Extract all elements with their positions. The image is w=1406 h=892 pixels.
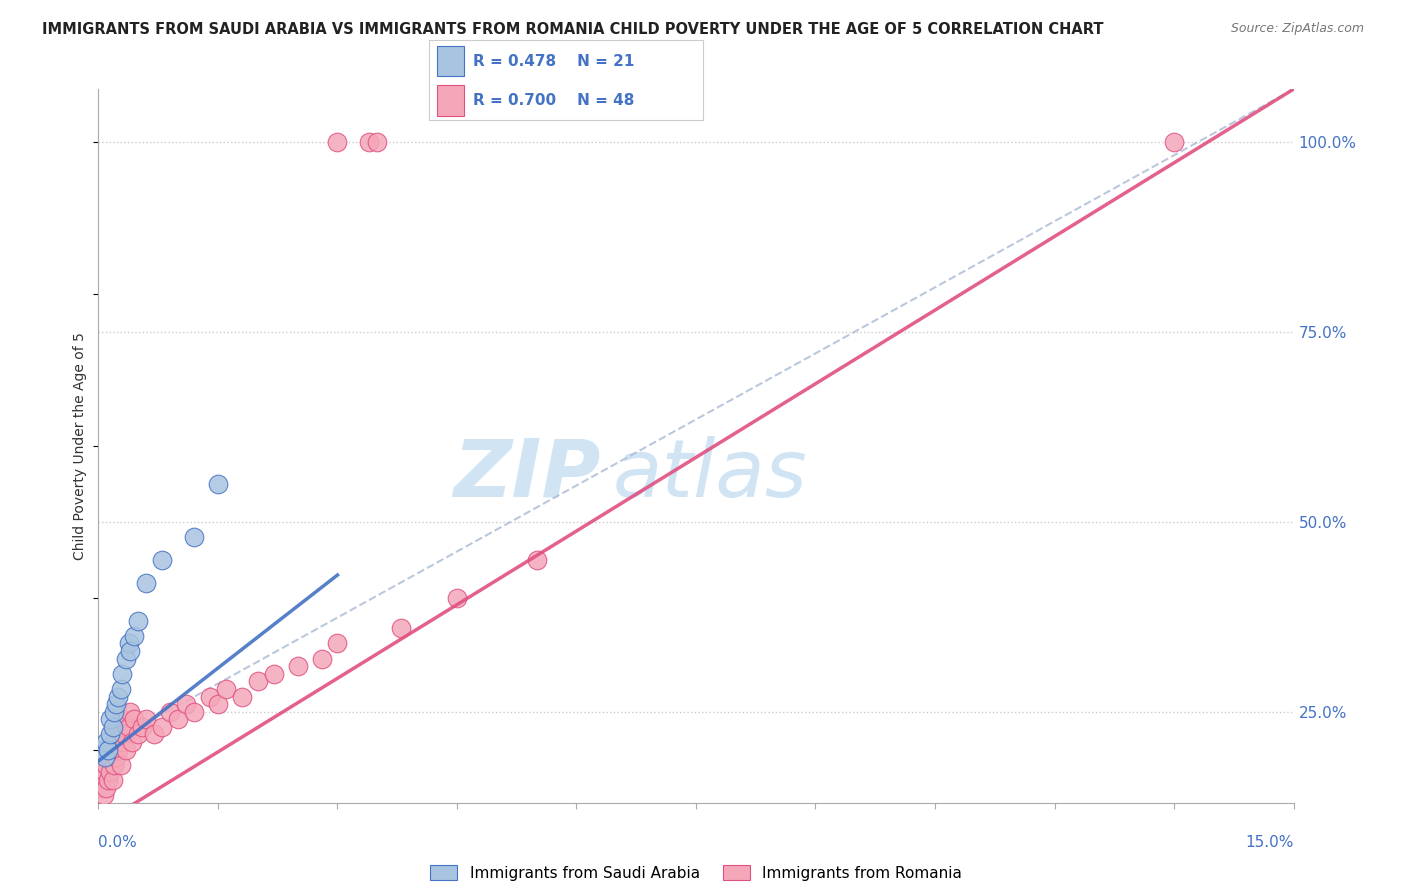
Point bbox=[115, 651, 138, 665]
Point bbox=[98, 727, 122, 741]
Point bbox=[118, 636, 141, 650]
Point bbox=[167, 712, 190, 726]
Point bbox=[96, 735, 118, 749]
Point bbox=[90, 780, 112, 795]
Text: atlas: atlas bbox=[613, 435, 807, 514]
Point bbox=[198, 690, 221, 704]
Point bbox=[124, 629, 146, 643]
Point bbox=[143, 727, 166, 741]
Bar bbox=[437, 85, 464, 116]
Point bbox=[101, 735, 124, 749]
Point bbox=[91, 742, 114, 756]
Point bbox=[174, 697, 197, 711]
Point bbox=[107, 742, 129, 756]
Point bbox=[97, 742, 120, 756]
Point bbox=[135, 575, 157, 590]
Text: R = 0.478    N = 21: R = 0.478 N = 21 bbox=[472, 54, 634, 69]
Point bbox=[103, 757, 125, 772]
Text: Source: ZipAtlas.com: Source: ZipAtlas.com bbox=[1230, 22, 1364, 36]
Point bbox=[183, 705, 205, 719]
Point bbox=[120, 644, 142, 658]
Point bbox=[121, 735, 143, 749]
Point bbox=[359, 136, 381, 150]
Point bbox=[127, 727, 149, 741]
Point bbox=[96, 757, 118, 772]
Point bbox=[118, 720, 141, 734]
Point bbox=[246, 674, 269, 689]
Point bbox=[112, 727, 135, 741]
Text: IMMIGRANTS FROM SAUDI ARABIA VS IMMIGRANTS FROM ROMANIA CHILD POVERTY UNDER THE : IMMIGRANTS FROM SAUDI ARABIA VS IMMIGRAN… bbox=[42, 22, 1104, 37]
Point bbox=[263, 666, 285, 681]
Text: 15.0%: 15.0% bbox=[1246, 836, 1294, 850]
Point bbox=[446, 591, 468, 605]
Text: R = 0.700    N = 48: R = 0.700 N = 48 bbox=[472, 93, 634, 108]
Point bbox=[101, 720, 124, 734]
Point bbox=[1163, 136, 1185, 150]
Point bbox=[103, 727, 125, 741]
Point bbox=[526, 553, 548, 567]
Point bbox=[103, 705, 125, 719]
Legend: Immigrants from Saudi Arabia, Immigrants from Romania: Immigrants from Saudi Arabia, Immigrants… bbox=[430, 865, 962, 880]
Point bbox=[115, 742, 138, 756]
Point bbox=[326, 636, 349, 650]
Point bbox=[94, 765, 117, 780]
Point bbox=[183, 530, 205, 544]
Text: ZIP: ZIP bbox=[453, 435, 600, 514]
Point bbox=[215, 681, 238, 696]
Point bbox=[98, 765, 122, 780]
Point bbox=[107, 720, 129, 734]
Point bbox=[97, 772, 120, 787]
Point bbox=[131, 720, 153, 734]
Point bbox=[104, 750, 127, 764]
Point bbox=[124, 712, 146, 726]
Point bbox=[389, 621, 412, 635]
Point bbox=[366, 136, 388, 150]
Point bbox=[98, 712, 122, 726]
Y-axis label: Child Poverty Under the Age of 5: Child Poverty Under the Age of 5 bbox=[73, 332, 87, 560]
Point bbox=[231, 690, 253, 704]
Point bbox=[326, 136, 349, 150]
Point bbox=[97, 750, 120, 764]
Point bbox=[150, 720, 173, 734]
Point bbox=[104, 697, 127, 711]
Point bbox=[135, 712, 157, 726]
Point bbox=[120, 705, 142, 719]
Point bbox=[107, 690, 129, 704]
Bar bbox=[437, 45, 464, 77]
Point bbox=[93, 788, 115, 802]
Point bbox=[98, 742, 122, 756]
Point bbox=[91, 772, 114, 787]
Point bbox=[111, 735, 134, 749]
Point bbox=[110, 681, 132, 696]
Point bbox=[311, 651, 333, 665]
Point bbox=[101, 772, 124, 787]
Point bbox=[159, 705, 181, 719]
Point bbox=[96, 780, 118, 795]
Point bbox=[207, 697, 229, 711]
Point bbox=[207, 477, 229, 491]
Point bbox=[110, 757, 132, 772]
Point bbox=[94, 750, 117, 764]
Point bbox=[150, 553, 173, 567]
Text: 0.0%: 0.0% bbox=[98, 836, 138, 850]
Point bbox=[127, 614, 149, 628]
Point bbox=[111, 666, 134, 681]
Point bbox=[287, 659, 309, 673]
Point bbox=[111, 712, 134, 726]
